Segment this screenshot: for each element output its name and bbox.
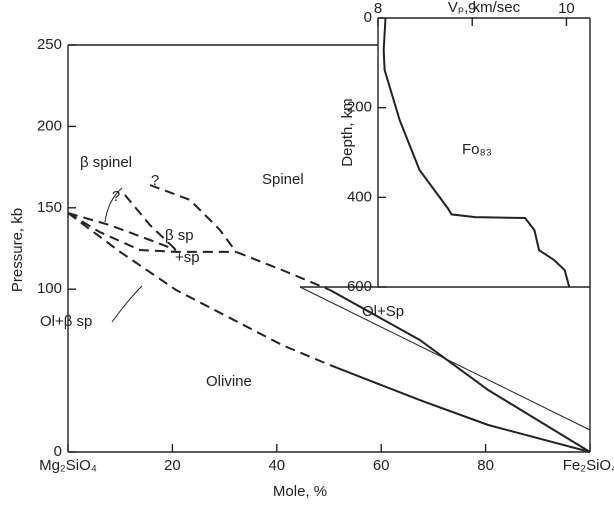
boundary-line: [67, 212, 331, 367]
y-tick-label: 200: [37, 117, 62, 134]
y-axis-label: Depth, km: [339, 98, 356, 166]
x-tick-label: 40: [268, 457, 285, 474]
y-tick-label: 200: [347, 99, 372, 116]
x-tick-label: 9: [468, 0, 476, 17]
annotation: Olivine: [206, 373, 252, 390]
y-tick-label: 400: [347, 188, 372, 205]
x-tick-label: 60: [373, 457, 390, 474]
annotation: β sp: [165, 227, 194, 244]
boundary-line: [329, 364, 591, 453]
y-axis-label: Pressure, kb: [9, 208, 26, 292]
boundary-line: [124, 194, 177, 251]
boundary-line: [67, 212, 177, 251]
x-tick-label: 80: [477, 457, 494, 474]
x-tick-label: Fe₂SiO₄: [563, 457, 614, 474]
annotation: Fo₈₃: [462, 141, 492, 158]
boundary-line: [329, 289, 591, 453]
y-tick-label: 100: [37, 280, 62, 297]
y-tick-label: 0: [54, 443, 62, 460]
boundary-line: [67, 212, 237, 253]
x-axis-label: Vₚ, km/sec: [448, 0, 521, 16]
y-tick-label: 250: [37, 36, 62, 53]
boundary-line: [235, 250, 331, 291]
annotation: Spinel: [262, 171, 304, 188]
boundary-line: [382, 17, 571, 288]
annotation: β spinel: [80, 154, 132, 171]
x-tick-label: 20: [164, 457, 181, 474]
x-tick-label: Mg₂SiO₄: [39, 457, 97, 474]
x-axis-label: Mole, %: [273, 483, 327, 500]
x-tick-label: 10: [558, 0, 575, 17]
x-tick-label: 8: [374, 0, 382, 17]
y-tick-label: 150: [37, 199, 62, 216]
annotation: ?: [112, 188, 120, 205]
annotation: Ol+β sp: [40, 313, 92, 330]
boundary-line: [149, 184, 237, 253]
annotation: +sp: [175, 249, 200, 266]
pointer: [104, 187, 123, 223]
annotation: Ol+Sp: [362, 303, 404, 320]
pointer: [111, 285, 143, 323]
y-tick-label: 600: [347, 278, 372, 295]
y-tick-label: 0: [364, 9, 372, 26]
annotation: ?: [151, 172, 159, 189]
